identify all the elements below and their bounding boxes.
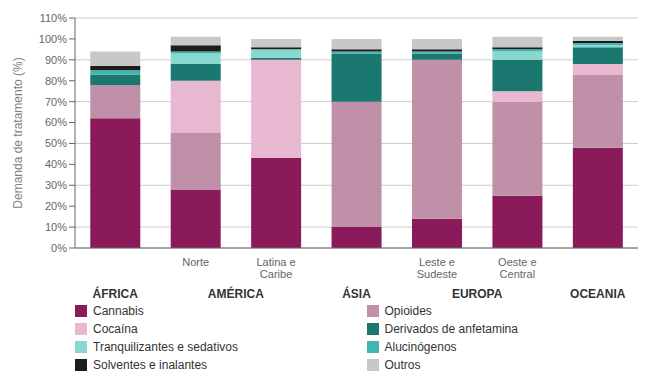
svg-text:30%: 30%	[45, 179, 67, 191]
html-text:Tranquilizantes e sedativos: Tranquilizantes e sedativos	[93, 340, 238, 354]
svg-text:ÁSIA: ÁSIA	[342, 286, 371, 300]
svg-text:Norte: Norte	[182, 256, 209, 268]
svg-text:Demanda de tratamento (%): Demanda de tratamento (%)	[11, 57, 25, 208]
svg-text:ÁFRICA: ÁFRICA	[93, 286, 139, 300]
svg-text:10%: 10%	[45, 221, 67, 233]
html-text:Cocaína: Cocaína	[93, 322, 138, 336]
svg-text:Caribe: Caribe	[260, 268, 292, 280]
svg-text:20%: 20%	[45, 200, 67, 212]
svg-text:70%: 70%	[45, 96, 67, 108]
svg-text:60%: 60%	[45, 116, 67, 128]
svg-text:Central: Central	[500, 268, 535, 280]
svg-text:80%: 80%	[45, 75, 67, 87]
html-text:Derivados de anfetamina: Derivados de anfetamina	[384, 322, 518, 336]
svg-text:EUROPA: EUROPA	[452, 287, 503, 300]
html-text:Alucinógenos: Alucinógenos	[384, 340, 457, 354]
svg-text:40%: 40%	[45, 158, 67, 170]
svg-text:Oeste e: Oeste e	[498, 256, 537, 268]
html-text:Outros: Outros	[384, 358, 421, 372]
html-text:Opioides: Opioides	[384, 304, 432, 318]
svg-text:0%: 0%	[51, 242, 67, 254]
svg-text:Latina e: Latina e	[256, 256, 295, 268]
svg-text:100%: 100%	[39, 33, 67, 45]
svg-text:OCEANIA: OCEANIA	[570, 287, 626, 300]
svg-text:AMÉRICA: AMÉRICA	[208, 286, 264, 300]
svg-text:50%: 50%	[45, 137, 67, 149]
html-text:Solventes e inalantes: Solventes e inalantes	[93, 358, 208, 372]
svg-text:Sudeste: Sudeste	[417, 268, 457, 280]
html-text:Cannabis: Cannabis	[93, 304, 144, 318]
svg-text:110%: 110%	[40, 12, 68, 24]
svg-text:Leste e: Leste e	[419, 256, 455, 268]
svg-text:90%: 90%	[45, 54, 67, 66]
